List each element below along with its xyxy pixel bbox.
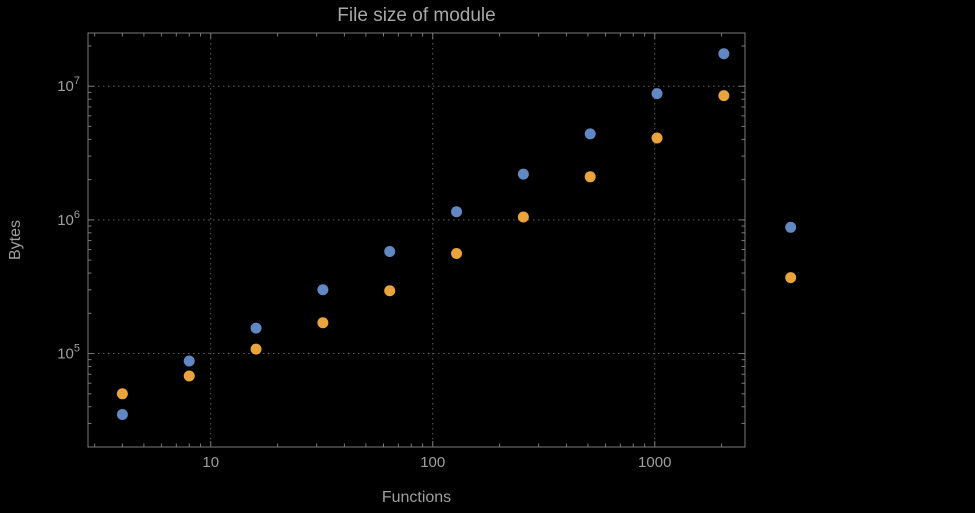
y-tick-label: 107 (57, 75, 80, 95)
chart-title: File size of module (337, 5, 496, 26)
data-point-blue-series (116, 409, 128, 421)
data-point-orange-series (384, 285, 396, 297)
x-tick-label: 100 (420, 454, 445, 471)
data-point-blue-series (250, 322, 262, 334)
data-point-orange-series (116, 388, 128, 400)
y-axis-label: Bytes (7, 219, 24, 261)
data-point-blue-series (718, 48, 730, 60)
data-point-orange-series (651, 132, 663, 144)
data-point-orange-series (451, 248, 463, 260)
x-axis-label: Functions (381, 489, 452, 506)
data-point-blue-series (584, 128, 596, 140)
y-tick-label: 106 (57, 209, 80, 229)
data-point-orange-series (517, 211, 529, 223)
data-point-blue-series (517, 168, 529, 180)
data-point-blue-series (651, 88, 663, 100)
x-tick-label: 10 (202, 454, 219, 471)
data-point-orange-series (584, 171, 596, 183)
data-point-blue-series (384, 246, 396, 258)
data-point-blue-series (183, 355, 195, 367)
data-point-orange-series (718, 90, 730, 102)
plot-frame (87, 32, 746, 448)
data-point-orange-series (785, 272, 797, 284)
data-point-orange-series (317, 317, 329, 329)
data-point-blue-series (451, 206, 463, 218)
data-point-orange-series (250, 343, 262, 355)
data-point-orange-series (183, 370, 195, 382)
x-tick-label: 1000 (638, 454, 671, 471)
y-tick-label: 105 (57, 343, 80, 363)
data-point-blue-series (317, 284, 329, 296)
data-point-blue-series (785, 221, 797, 233)
